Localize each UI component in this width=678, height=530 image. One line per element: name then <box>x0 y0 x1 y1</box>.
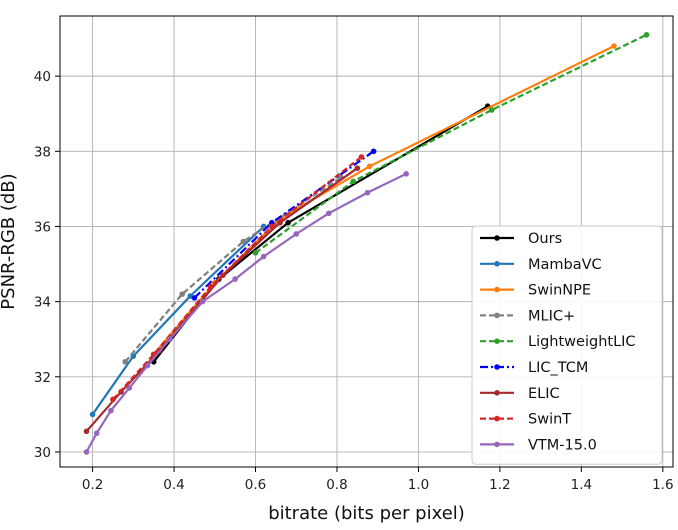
y-tick-label: 36 <box>34 219 51 235</box>
legend-item: LIC_TCM <box>480 360 588 376</box>
legend-marker <box>494 364 500 370</box>
series-layer <box>83 31 650 455</box>
legend-marker <box>494 286 500 293</box>
data-point <box>370 148 377 155</box>
data-point <box>126 385 133 391</box>
data-point <box>83 449 90 455</box>
legend-label: ELIC <box>528 386 560 402</box>
data-point <box>366 163 373 170</box>
legend-label: LIC_TCM <box>528 360 588 376</box>
data-point <box>207 283 214 290</box>
legend-marker <box>494 235 500 241</box>
data-point <box>403 171 410 177</box>
legend-item: VTM-15.0 <box>480 437 597 453</box>
legend-box <box>471 225 663 465</box>
plot-frame <box>59 15 674 468</box>
y-tick-label: 32 <box>34 370 51 386</box>
data-point <box>488 107 495 113</box>
y-tick-label: 34 <box>34 295 51 311</box>
legend-marker <box>494 390 500 396</box>
x-tick-label: 1.2 <box>489 477 510 493</box>
data-point <box>232 276 238 282</box>
y-tick-label: 40 <box>34 69 51 85</box>
data-point <box>179 291 185 297</box>
data-point <box>358 154 365 160</box>
legend-marker <box>494 415 500 422</box>
legend-label: MLIC+ <box>528 308 575 324</box>
data-point <box>326 210 332 217</box>
data-point <box>354 165 361 172</box>
data-point <box>293 231 300 237</box>
legend-item: SwinNPE <box>480 283 591 299</box>
legend-marker <box>494 312 500 319</box>
data-point <box>285 219 291 226</box>
legend-item: LightweightLIC <box>480 334 636 350</box>
data-point <box>83 428 90 435</box>
legend-item: Ours <box>480 231 562 247</box>
data-point <box>89 411 96 418</box>
y-tick-label: 30 <box>34 445 51 461</box>
x-axis-label: bitrate (bits per pixel) <box>268 503 465 524</box>
legend-label: LightweightLIC <box>528 334 636 350</box>
x-tick-label: 1.0 <box>408 477 429 493</box>
x-tick-label: 0.2 <box>82 477 103 493</box>
legend-marker <box>494 338 500 345</box>
data-point <box>167 336 173 343</box>
y-axis-label: PSNR-RGB (dB) <box>0 173 19 309</box>
data-point <box>93 430 100 436</box>
data-point <box>122 358 128 365</box>
x-tick-label: 0.8 <box>326 477 347 493</box>
legend-marker <box>494 261 500 267</box>
legend-label: Ours <box>528 231 562 247</box>
x-tick-label: 0.6 <box>245 477 266 493</box>
legend-item: SwinT <box>480 412 571 428</box>
legend-label: SwinT <box>528 412 571 428</box>
legend-marker <box>494 441 500 448</box>
data-point <box>611 43 617 49</box>
legend-item: MLIC+ <box>480 308 575 324</box>
data-point <box>110 396 116 403</box>
x-tick-label: 1.4 <box>571 477 592 493</box>
x-tick-label: 1.6 <box>652 477 673 493</box>
series-vtm-15-0 <box>83 171 410 455</box>
data-point <box>108 407 114 414</box>
series-line <box>254 33 647 254</box>
data-point <box>269 223 275 230</box>
legend-label: SwinNPE <box>528 283 591 299</box>
data-point <box>144 362 151 369</box>
data-point <box>191 295 198 301</box>
legend: Ours MambaVC SwinNPE MLIC+ LightweightLIC LIC… <box>471 225 663 465</box>
legend-item: MambaVC <box>480 257 602 273</box>
data-point <box>199 298 206 305</box>
data-point <box>364 189 371 196</box>
data-point <box>240 238 247 245</box>
legend-label: VTM-15.0 <box>528 437 597 453</box>
legend-item: ELIC <box>480 386 560 402</box>
series-line <box>91 225 265 416</box>
data-point <box>260 253 267 260</box>
data-point <box>252 249 259 256</box>
x-tick-label: 0.4 <box>163 477 184 493</box>
legend-label: MambaVC <box>528 257 602 273</box>
axis-ticks: 0.2 0.4 0.6 0.8 1.0 1.2 1.4 1.6 30 32 34 36 38 40 <box>34 69 674 493</box>
data-point <box>350 178 357 185</box>
series-lightweightlic <box>252 31 650 256</box>
y-tick-label: 38 <box>34 144 51 160</box>
data-point <box>643 31 650 38</box>
